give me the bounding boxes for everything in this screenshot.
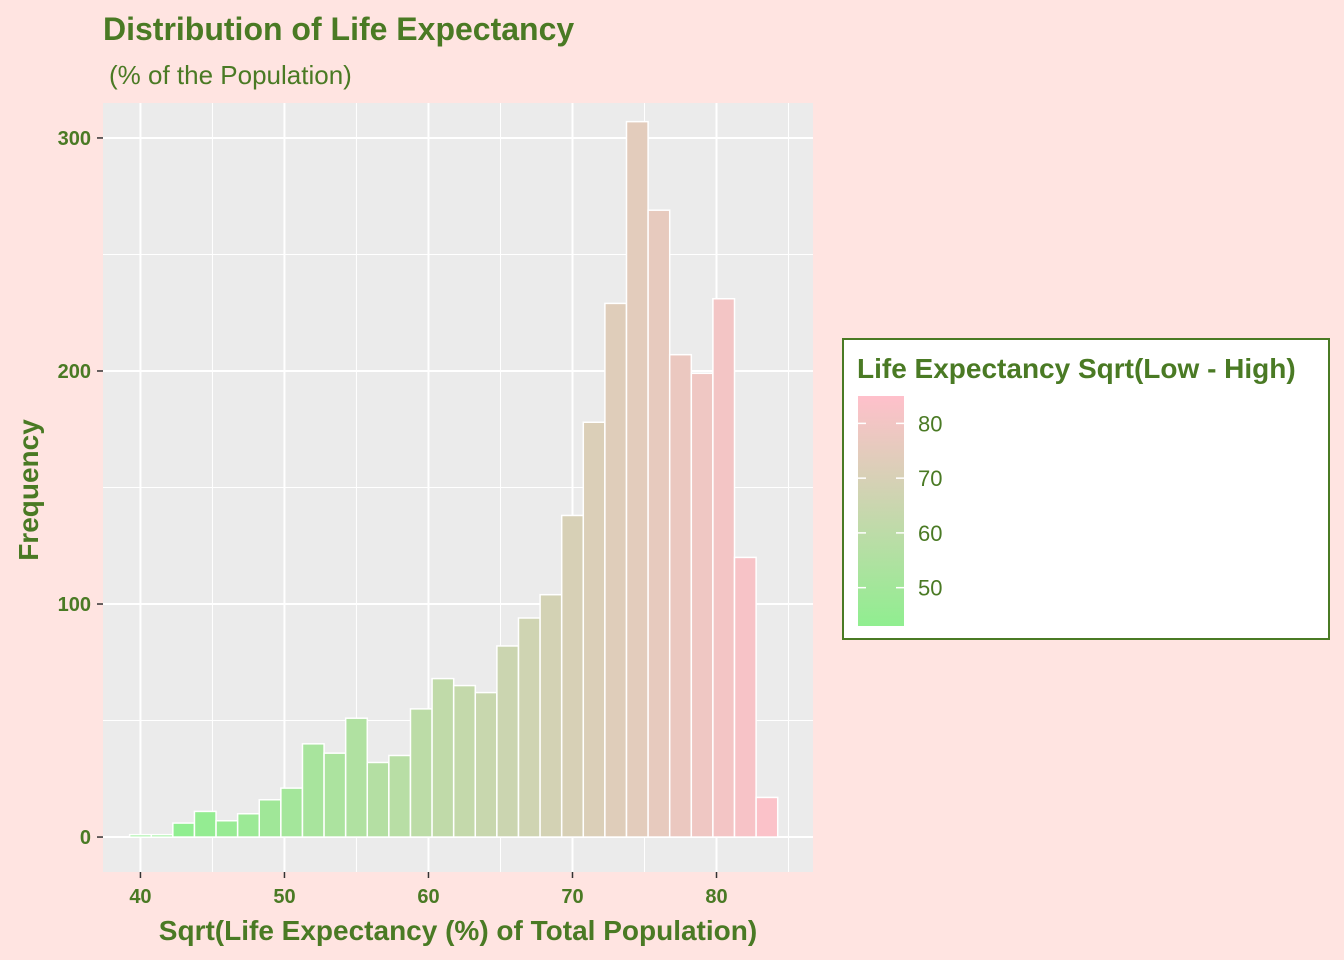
histogram-bar — [128, 833, 152, 838]
legend: Life Expectancy Sqrt(Low - High) 50 60 70 8… — [842, 338, 1330, 640]
legend-ticks: 50 60 70 80 — [858, 411, 942, 601]
y-tick-label: 200 — [58, 361, 91, 383]
x-tick-label: 50 — [273, 886, 295, 908]
histogram-bar — [301, 743, 325, 838]
legend-tick-label: 80 — [918, 411, 942, 436]
x-tick-label: 40 — [129, 886, 151, 908]
x-axis: 40 50 60 70 80 — [129, 872, 728, 908]
histogram-bar — [560, 514, 585, 838]
legend-box — [842, 338, 1330, 640]
histogram-bar — [755, 796, 779, 838]
histogram-bar — [712, 297, 736, 838]
histogram-bar — [690, 372, 714, 838]
histogram-bar — [344, 717, 369, 838]
y-axis-title: Frequency — [13, 419, 44, 561]
chart-title: Distribution of Life Expectancy — [103, 11, 574, 47]
histogram-bar — [452, 684, 477, 838]
y-tick-label: 100 — [58, 594, 91, 616]
histogram-bar — [539, 593, 563, 838]
histogram-bar — [150, 833, 174, 838]
x-tick-label: 60 — [417, 886, 439, 908]
histogram-bar — [215, 819, 239, 838]
x-tick-label: 70 — [561, 886, 583, 908]
histogram-bar — [388, 754, 412, 838]
histogram-bar — [323, 752, 347, 838]
y-axis: 0 100 200 300 — [58, 128, 103, 849]
histogram-bar — [258, 799, 282, 838]
histogram-bar — [647, 209, 671, 838]
y-tick-label: 300 — [58, 128, 91, 150]
histogram-bar — [193, 810, 217, 838]
legend-colorbar — [858, 396, 904, 626]
x-tick-label: 80 — [705, 886, 727, 908]
x-axis-title: Sqrt(Life Expectancy (%) of Total Popula… — [159, 915, 757, 946]
histogram-bar — [236, 812, 261, 838]
histogram-bar — [409, 708, 433, 838]
histogram-bar — [431, 677, 455, 838]
legend-tick-label: 70 — [918, 466, 942, 491]
histogram-bar — [604, 302, 628, 838]
histogram-bar — [668, 353, 693, 838]
histogram-bars — [128, 120, 779, 838]
legend-title: Life Expectancy Sqrt(Low - High) — [857, 353, 1296, 384]
histogram-bar — [733, 556, 757, 838]
histogram-bar — [582, 421, 606, 838]
histogram-bar — [366, 761, 390, 838]
histogram-bar — [625, 120, 649, 838]
legend-tick-label: 60 — [918, 521, 942, 546]
histogram-bar — [172, 822, 196, 838]
chart-subtitle: (% of the Population) — [109, 60, 352, 90]
histogram-bar — [496, 645, 520, 838]
histogram-bar — [474, 691, 498, 838]
histogram-bar — [517, 617, 541, 838]
histogram-bar — [280, 787, 304, 838]
y-tick-label: 0 — [80, 827, 91, 849]
legend-tick-label: 50 — [918, 576, 942, 601]
